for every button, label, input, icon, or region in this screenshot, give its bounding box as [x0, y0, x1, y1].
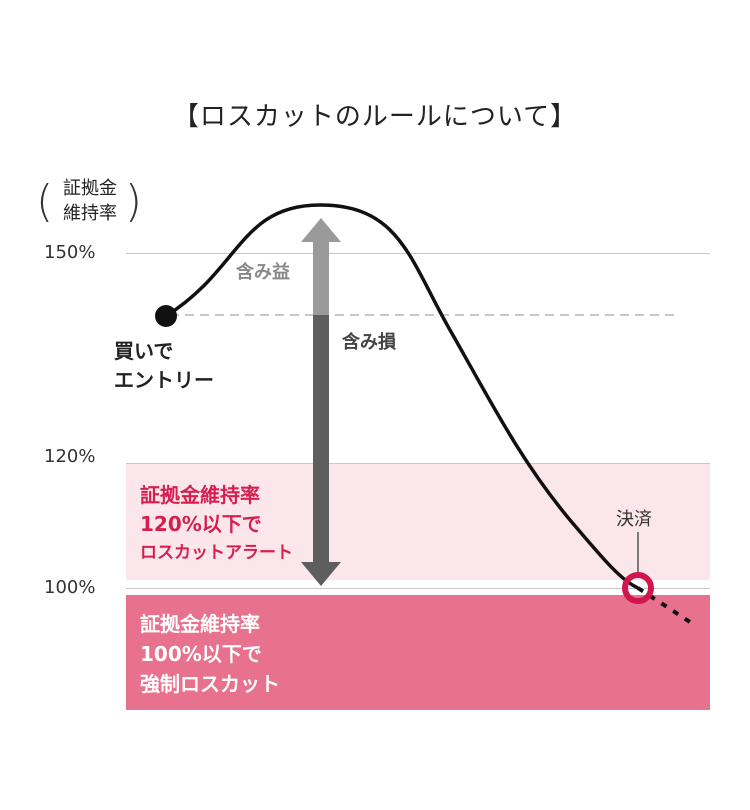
y-axis-label: ( 証拠金 維持率 ) [36, 174, 142, 230]
cut-zone-line3: 強制ロスカット [140, 672, 280, 696]
arrow-head-up [301, 218, 341, 242]
loss-shaft [313, 315, 329, 562]
arrow-head-down [301, 562, 341, 586]
alert-zone-line2: 120%以下で [140, 512, 262, 536]
entry-label-line1: 買いで [114, 339, 174, 363]
gridline-100 [126, 588, 710, 589]
y-axis-label-line1: 証拠金 [63, 178, 117, 199]
page-title: 【ロスカットのルールについて】 [172, 102, 578, 132]
unrealized-gain-label: 含み益 [236, 262, 290, 283]
forced-loss-cut-zone [126, 595, 710, 710]
alert-zone-line1: 証拠金維持率 [140, 483, 260, 507]
price-curve-continuation [636, 586, 692, 624]
entry-label: 買いで エントリー [114, 337, 214, 395]
unrealized-loss-label: 含み損 [342, 332, 396, 353]
gridline-150 [126, 253, 710, 254]
entry-label-line2: エントリー [114, 368, 214, 392]
tick-120: 120% [44, 446, 96, 467]
y-axis-label-line2: 維持率 [63, 203, 117, 224]
cut-zone-text: 証拠金維持率 100%以下で 強制ロスカット [140, 609, 280, 699]
price-curve [165, 203, 639, 590]
settle-label: 決済 [616, 509, 652, 530]
tick-100: 100% [44, 577, 96, 598]
left-paren: ( [36, 176, 54, 227]
gridline-120 [126, 463, 710, 464]
gain-shaft [313, 242, 329, 315]
entry-point [155, 305, 177, 327]
alert-zone-line3: ロスカットアラート [140, 543, 293, 563]
tick-150: 150% [44, 242, 96, 263]
loss-cut-alert-zone [126, 463, 710, 580]
right-paren: ) [124, 176, 142, 227]
alert-zone-text: 証拠金維持率 120%以下で ロスカットアラート [140, 481, 293, 568]
cut-zone-line1: 証拠金維持率 [140, 612, 260, 636]
gain-loss-arrow [301, 218, 341, 586]
settle-marker [622, 572, 654, 604]
cut-zone-line2: 100%以下で [140, 642, 262, 666]
